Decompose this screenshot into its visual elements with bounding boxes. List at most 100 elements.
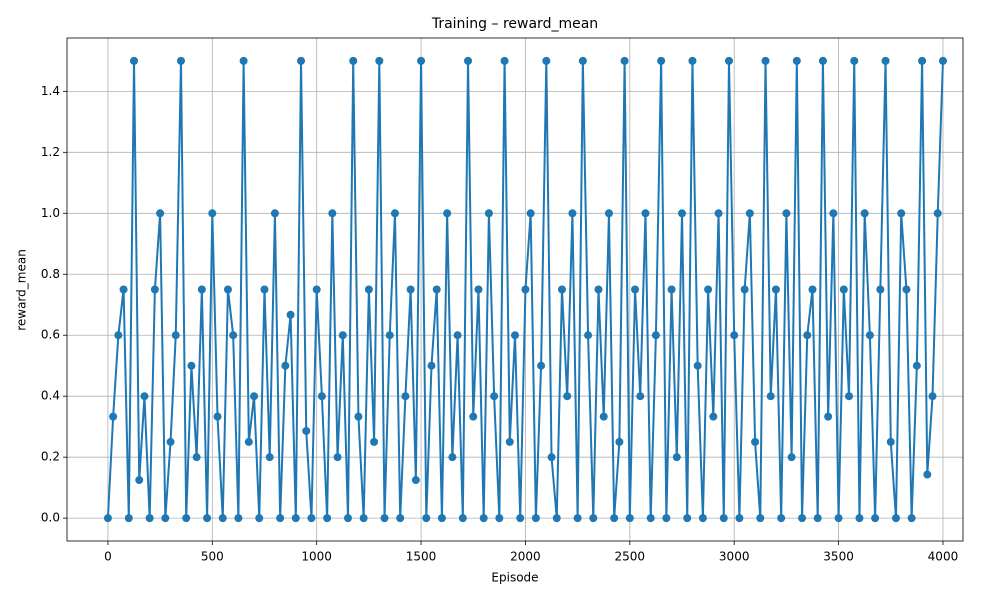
point [385,331,394,340]
point [307,514,316,523]
point [891,514,900,523]
point [860,209,869,218]
point [359,514,368,523]
x-axis-label: Episode [491,571,538,585]
point [740,285,749,294]
point [490,392,499,401]
point [578,56,587,65]
x-tick-label: 1000 [301,550,332,564]
point [474,285,483,294]
point [218,514,227,523]
point [928,392,937,401]
point [458,514,467,523]
point [176,56,185,65]
point [667,285,676,294]
point [615,437,624,446]
point [584,331,593,340]
point [766,392,775,401]
x-tick-label: 3000 [719,550,750,564]
point [270,209,279,218]
point [876,285,885,294]
point [698,514,707,523]
point [516,514,525,523]
point [171,331,180,340]
point [631,285,640,294]
point [286,310,295,319]
point [714,209,723,218]
point [782,209,791,218]
point [678,209,687,218]
point [239,56,248,65]
point [787,453,796,462]
point [552,514,561,523]
point [683,514,692,523]
point [114,331,123,340]
point [323,514,332,523]
point [719,514,728,523]
point [724,56,733,65]
point [281,361,290,370]
point [396,514,405,523]
point [897,209,906,218]
point [881,56,890,65]
point [599,412,608,421]
y-tick-label: 1.4 [41,84,60,98]
point [547,453,556,462]
point [646,514,655,523]
point [912,361,921,370]
point [495,514,504,523]
point [594,285,603,294]
y-tick-label: 0.6 [41,328,60,342]
point [192,453,201,462]
point [923,470,932,479]
point [276,514,285,523]
point [291,514,300,523]
point [871,514,880,523]
point [150,285,159,294]
point [568,209,577,218]
point [103,514,112,523]
point [135,476,144,485]
point [364,285,373,294]
point [317,392,326,401]
point [641,209,650,218]
point [370,437,379,446]
point [448,453,457,462]
point [526,209,535,218]
point [109,412,118,421]
point [443,209,452,218]
point [427,361,436,370]
point [479,514,488,523]
point [745,209,754,218]
x-tick-label: 0 [104,550,112,564]
point [688,56,697,65]
point [651,331,660,340]
y-tick-label: 0.0 [41,511,60,525]
x-tick-label: 2500 [615,550,646,564]
point [777,514,786,523]
point [886,437,895,446]
point [338,331,347,340]
point [223,285,232,294]
point [375,56,384,65]
point [824,412,833,421]
point [260,285,269,294]
x-tick-label: 4000 [928,550,959,564]
point [662,514,671,523]
point [537,361,546,370]
y-tick-label: 0.2 [41,450,60,464]
y-tick-label: 1.2 [41,145,60,159]
point [751,437,760,446]
point [244,437,253,446]
chart-title: Training – reward_mean [431,16,598,32]
point [808,285,817,294]
point [411,476,420,485]
point [620,56,629,65]
point [500,56,509,65]
point [761,56,770,65]
x-tick-label: 3500 [823,550,854,564]
point [657,56,666,65]
point [156,209,165,218]
point [855,514,864,523]
